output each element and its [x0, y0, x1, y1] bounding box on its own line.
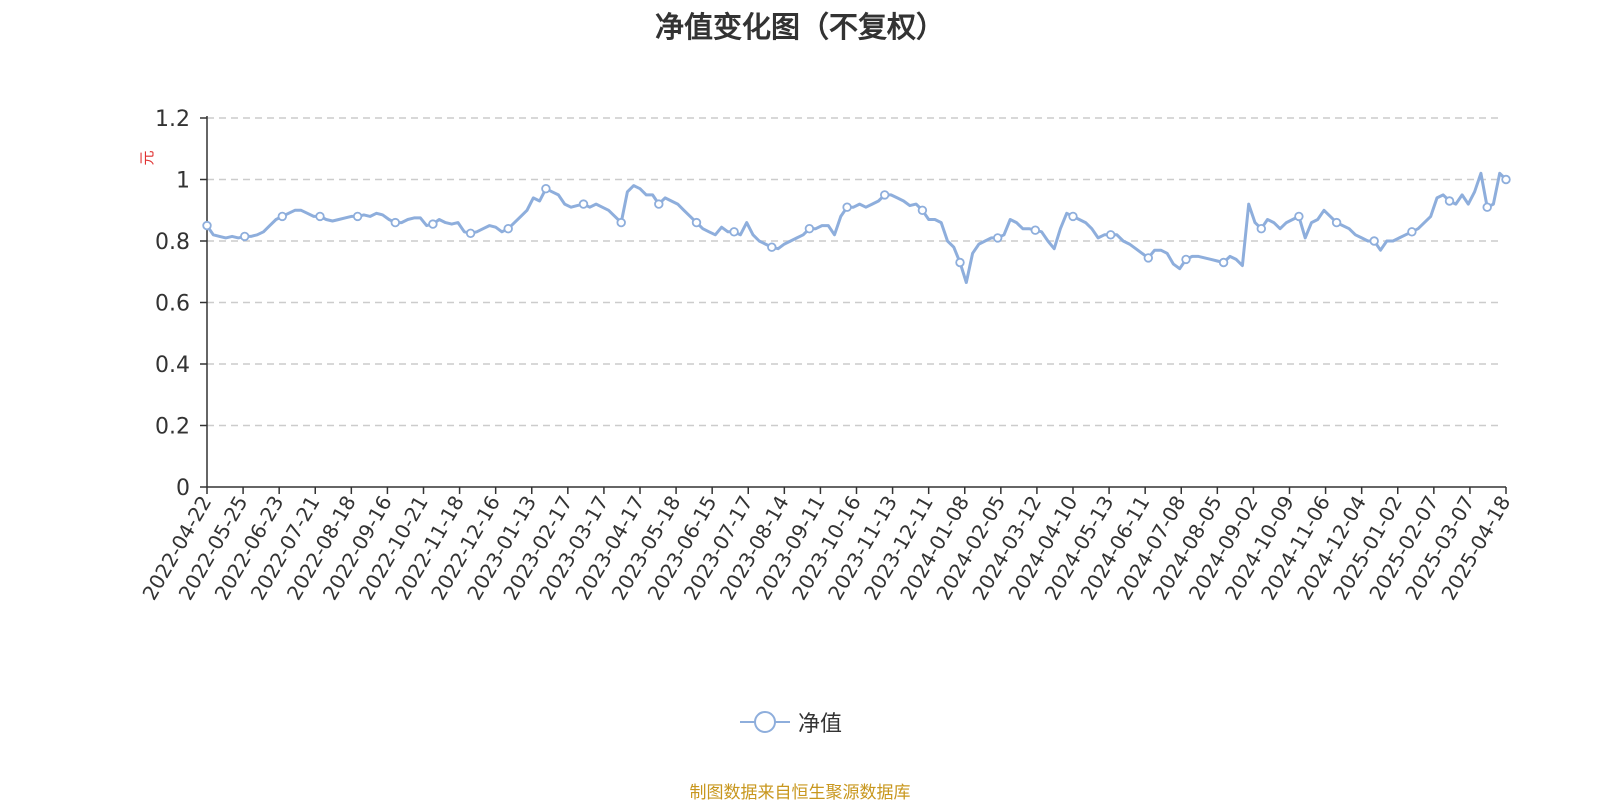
data-point-marker[interactable]: [654, 199, 664, 209]
data-point-marker[interactable]: [729, 227, 739, 237]
data-point-marker[interactable]: [1331, 217, 1342, 228]
y-tick-label: 0.8: [155, 230, 190, 255]
y-tick-label: 1: [176, 169, 190, 194]
chart-title: 净值变化图（不复权）: [654, 10, 945, 44]
data-point-marker[interactable]: [1256, 223, 1266, 234]
series-line-layer: [205, 171, 1508, 284]
series-markers: [202, 174, 1511, 268]
data-point-marker[interactable]: [202, 220, 212, 231]
data-point-marker[interactable]: [804, 223, 815, 234]
data-point-marker[interactable]: [315, 211, 325, 222]
data-point-marker[interactable]: [1369, 236, 1379, 246]
data-point-marker[interactable]: [880, 190, 890, 200]
grid-lines: [207, 117, 1500, 427]
data-point-marker[interactable]: [1294, 211, 1304, 222]
source-note: 制图数据来自恒生聚源数据库: [689, 783, 911, 803]
data-point-marker[interactable]: [1501, 174, 1511, 185]
data-point-marker[interactable]: [1105, 230, 1116, 240]
data-point-marker[interactable]: [1482, 202, 1492, 212]
series-line: [205, 171, 1508, 284]
data-point-marker[interactable]: [1181, 254, 1191, 265]
data-point-marker[interactable]: [842, 202, 852, 212]
data-point-marker[interactable]: [277, 211, 287, 222]
y-tick-label: 0.2: [155, 415, 190, 440]
data-point-marker[interactable]: [917, 205, 928, 215]
y-tick-label: 0.4: [155, 353, 190, 378]
y-tick-label: 1.2: [155, 107, 190, 132]
data-point-marker[interactable]: [578, 199, 589, 209]
data-point-marker[interactable]: [955, 257, 965, 268]
y-tick-label: 0: [176, 476, 190, 501]
data-point-marker[interactable]: [428, 219, 438, 229]
legend-line-circle-icon: [740, 711, 790, 733]
data-point-marker[interactable]: [767, 242, 777, 252]
axes: 00.20.40.60.811.2元2022-04-222022-05-2520…: [137, 107, 1515, 604]
data-point-marker[interactable]: [1407, 227, 1417, 237]
data-point-marker[interactable]: [541, 183, 551, 194]
data-point-marker[interactable]: [390, 217, 400, 228]
data-point-marker[interactable]: [1068, 211, 1078, 222]
data-point-marker[interactable]: [503, 223, 513, 234]
data-point-marker[interactable]: [616, 217, 626, 228]
data-point-marker[interactable]: [1444, 196, 1455, 206]
data-point-marker[interactable]: [1218, 257, 1229, 268]
data-point-marker[interactable]: [352, 211, 363, 222]
legend-label: 净值: [798, 712, 843, 737]
y-tick-label: 0.6: [155, 292, 190, 317]
y-axis-label: 元: [138, 150, 156, 165]
legend[interactable]: 净值: [740, 706, 842, 738]
data-point-marker[interactable]: [993, 233, 1003, 243]
data-point-marker[interactable]: [1030, 225, 1040, 235]
data-point-marker[interactable]: [239, 231, 250, 242]
data-point-marker[interactable]: [691, 217, 702, 228]
data-point-marker[interactable]: [1143, 253, 1153, 263]
data-point-marker[interactable]: [465, 228, 476, 238]
